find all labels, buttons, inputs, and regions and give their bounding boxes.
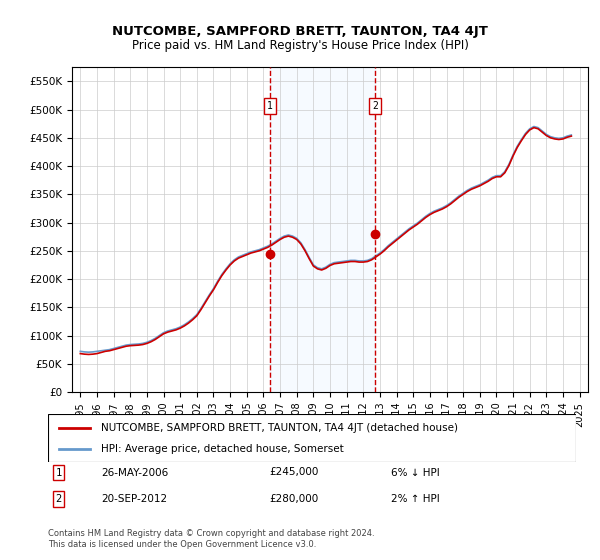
Text: Price paid vs. HM Land Registry's House Price Index (HPI): Price paid vs. HM Land Registry's House … (131, 39, 469, 52)
Bar (270, 67, 375, 392)
Text: 20-SEP-2012: 20-SEP-2012 (101, 494, 167, 504)
Text: Contains HM Land Registry data © Crown copyright and database right 2024.
This d: Contains HM Land Registry data © Crown c… (48, 529, 374, 549)
Text: NUTCOMBE, SAMPFORD BRETT, TAUNTON, TA4 4JT: NUTCOMBE, SAMPFORD BRETT, TAUNTON, TA4 4… (112, 25, 488, 38)
Text: £280,000: £280,000 (270, 494, 319, 504)
Text: £245,000: £245,000 (270, 468, 319, 478)
Text: 1: 1 (55, 468, 62, 478)
Text: 2: 2 (55, 494, 62, 504)
Text: 26-MAY-2006: 26-MAY-2006 (101, 468, 168, 478)
Text: 6% ↓ HPI: 6% ↓ HPI (391, 468, 440, 478)
Text: 2: 2 (373, 101, 378, 111)
Text: 1: 1 (267, 101, 273, 111)
Text: HPI: Average price, detached house, Somerset: HPI: Average price, detached house, Some… (101, 444, 344, 454)
FancyBboxPatch shape (48, 414, 576, 462)
Text: NUTCOMBE, SAMPFORD BRETT, TAUNTON, TA4 4JT (detached house): NUTCOMBE, SAMPFORD BRETT, TAUNTON, TA4 4… (101, 423, 458, 433)
Text: 2% ↑ HPI: 2% ↑ HPI (391, 494, 440, 504)
